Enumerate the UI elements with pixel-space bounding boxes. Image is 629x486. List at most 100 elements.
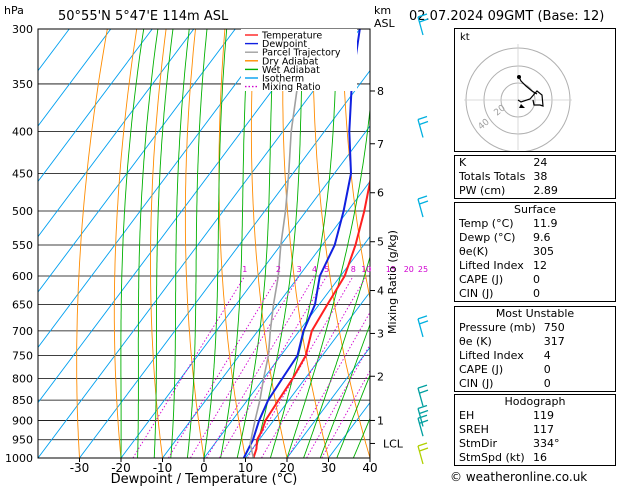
row-label: StmDir [459, 437, 498, 450]
table-row: StmSpd (kt) 16 [455, 451, 615, 465]
height-tick-label: 1 [377, 415, 384, 428]
row-value: 16 [533, 451, 547, 464]
pressure-tick-label: 950 [12, 434, 33, 447]
mixing-ratio-line-5 [219, 275, 328, 458]
wind-barb-icon [417, 442, 429, 465]
row-value: 11.9 [533, 217, 558, 230]
row-value: 317 [543, 335, 565, 348]
isotherm-line [245, 291, 370, 458]
height-tick-label: 6 [377, 187, 384, 200]
hodograph-point [517, 75, 521, 79]
series-line-temperature [252, 176, 370, 458]
pressure-axis: 300 350 400 450 500 550 600 650 700 750 800 850 900 9… [5, 23, 33, 465]
wet-adiabat-line [269, 29, 338, 458]
mixing-ratio-line-10 [261, 275, 367, 458]
pressure-unit-label: hPa [4, 4, 24, 17]
row-label: StmSpd (kt) [459, 451, 525, 464]
table-row: Lifted Index 12 [455, 259, 615, 273]
mixing-ratio-line-2 [168, 275, 279, 458]
wind-barbs [417, 13, 429, 465]
isotherm-line [38, 29, 70, 72]
mixing-ratio-line-4 [206, 275, 315, 458]
pressure-tick-label: 1000 [5, 452, 33, 465]
row-value: 119 [533, 409, 554, 422]
row-label: θe (K) [459, 335, 492, 348]
row-value: 334° [533, 437, 560, 450]
row-value: 0 [533, 287, 540, 300]
legend-label: Temperature [261, 31, 322, 42]
x-tick-label: -10 [153, 461, 173, 475]
dry-adiabat-line [218, 29, 246, 458]
wet-adiabat-line [352, 417, 370, 458]
isotherm-line [412, 29, 456, 458]
mixing-ratio-label: 3 [297, 265, 302, 274]
dry-adiabat-line [401, 29, 455, 458]
hodograph-table-title: Hodograph [504, 395, 566, 408]
table-row: K 24 [455, 156, 615, 170]
pressure-tick-label: 350 [12, 78, 33, 91]
wet-adiabat-line [120, 29, 145, 458]
row-value: 750 [543, 321, 565, 334]
wind-barb-flag [417, 414, 428, 419]
table-row: CAPE (J) 0 [455, 363, 615, 377]
wind-barb-flag [417, 195, 428, 200]
row-label: Lifted Index [459, 349, 524, 362]
wind-barb-flag [417, 315, 428, 320]
mixing-ratio-label: 8 [351, 265, 356, 274]
x-tick-label: 40 [362, 461, 377, 475]
row-value: 12 [533, 259, 547, 272]
wind-barb-shaft [417, 198, 424, 218]
row-label: CIN (J) [459, 377, 494, 390]
wind-barb-icon [417, 384, 429, 407]
hodograph-storm-marker [519, 104, 525, 108]
height-tick-label: 2 [377, 370, 384, 383]
wet-adiabat-line [303, 255, 370, 458]
pressure-tick-label: 700 [12, 325, 33, 338]
dry-adiabat-line [342, 29, 370, 301]
table-row: θe(K) 305 [455, 245, 615, 259]
row-label: θe(K) [459, 245, 489, 258]
row-label: EH [459, 409, 475, 422]
wind-barb-flag [417, 115, 428, 121]
hodograph-ring-label-20: 20 [493, 103, 508, 118]
mixing-ratio-line-1 [132, 275, 246, 458]
wind-barb-shaft [417, 445, 424, 465]
wind-barb-shaft [417, 418, 424, 437]
wind-barb-flag [419, 200, 429, 205]
row-value: 4 [543, 349, 551, 362]
most-unstable-panel: Most Unstable Pressure (mb) 750 θe (K) 317 L… [454, 306, 616, 392]
mixing-ratio-label: 1 [242, 265, 247, 274]
chart-series-lines [242, 29, 370, 458]
pressure-tick-label: 850 [12, 394, 33, 407]
isotherm-line [38, 29, 153, 183]
wet-adiabat-line [220, 29, 250, 458]
table-row: PW (cm) 2.89 [455, 184, 615, 198]
wet-adiabat-line [336, 373, 370, 458]
mixing-ratio-line-25 [321, 369, 370, 458]
asl-unit-label: ASL [374, 17, 395, 30]
row-value: 2.89 [533, 184, 558, 197]
row-label: CIN (J) [459, 287, 494, 300]
pressure-tick-label: 750 [12, 350, 33, 363]
wind-barb-flag [419, 18, 429, 23]
skewt-chart: 3003504004505005506006507007508008509009… [5, 13, 456, 486]
row-value: 0 [533, 273, 540, 286]
mixing-ratio-line-3 [190, 275, 300, 458]
table-row: StmDir 334° [455, 437, 615, 451]
location-title: 50°55'N 5°47'E 114m ASL [58, 9, 229, 24]
height-tick-label: LCL [383, 438, 404, 451]
wind-barb-icon [417, 115, 429, 138]
height-tick-label: 3 [377, 327, 384, 340]
x-tick-label: 30 [321, 461, 336, 475]
wet-adiabat-line [186, 29, 208, 458]
series-line-parcel-trajectory [249, 29, 307, 458]
mixing-ratio-line-15 [287, 311, 370, 458]
wind-barb-shaft [417, 318, 424, 338]
indices-table: K 24 Totals Totals 38 PW (cm) 2.89 [455, 156, 615, 198]
dry-adiabat-line [76, 29, 108, 458]
row-label: PW (cm) [459, 184, 506, 197]
table-row: Pressure (mb) 750 [455, 321, 615, 335]
wind-barb-flag [419, 409, 429, 415]
isotherm-line [38, 29, 112, 127]
